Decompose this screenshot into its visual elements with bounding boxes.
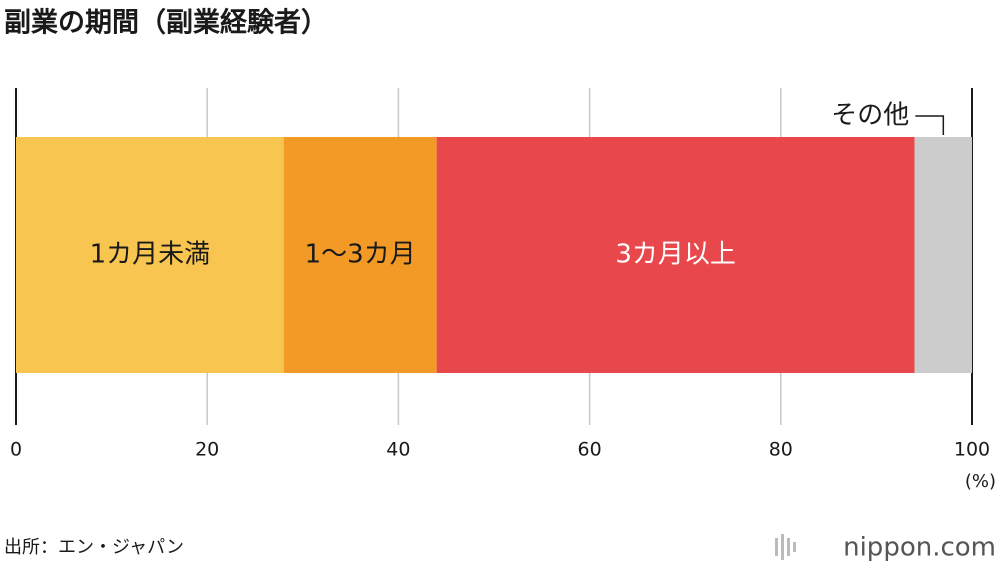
bar-segment: [914, 137, 972, 373]
x-unit: (%): [965, 471, 996, 492]
segment-label: 1カ月未満: [90, 240, 211, 270]
leader-line: [915, 115, 945, 135]
segment-label: 1〜3カ月: [305, 240, 416, 270]
x-tick-label: 40: [386, 439, 410, 461]
x-tick-label: 60: [578, 439, 602, 461]
chart-title: 副業の期間（副業経験者）: [4, 7, 328, 39]
source: 出所：エン・ジャパン: [4, 537, 184, 558]
bar-segment: [436, 137, 915, 373]
bar-segment: [283, 137, 437, 373]
logo-icon: [775, 534, 796, 560]
x-tick-label: 20: [195, 439, 219, 461]
bar-segment: [16, 137, 284, 373]
x-tick-label: 0: [10, 439, 22, 461]
x-tick-label: 80: [769, 439, 793, 461]
logo: nippon.com: [843, 533, 996, 563]
segment-label: 3カ月以上: [615, 240, 736, 270]
x-tick-label: 100: [954, 439, 990, 461]
segment-label: その他: [831, 101, 909, 131]
